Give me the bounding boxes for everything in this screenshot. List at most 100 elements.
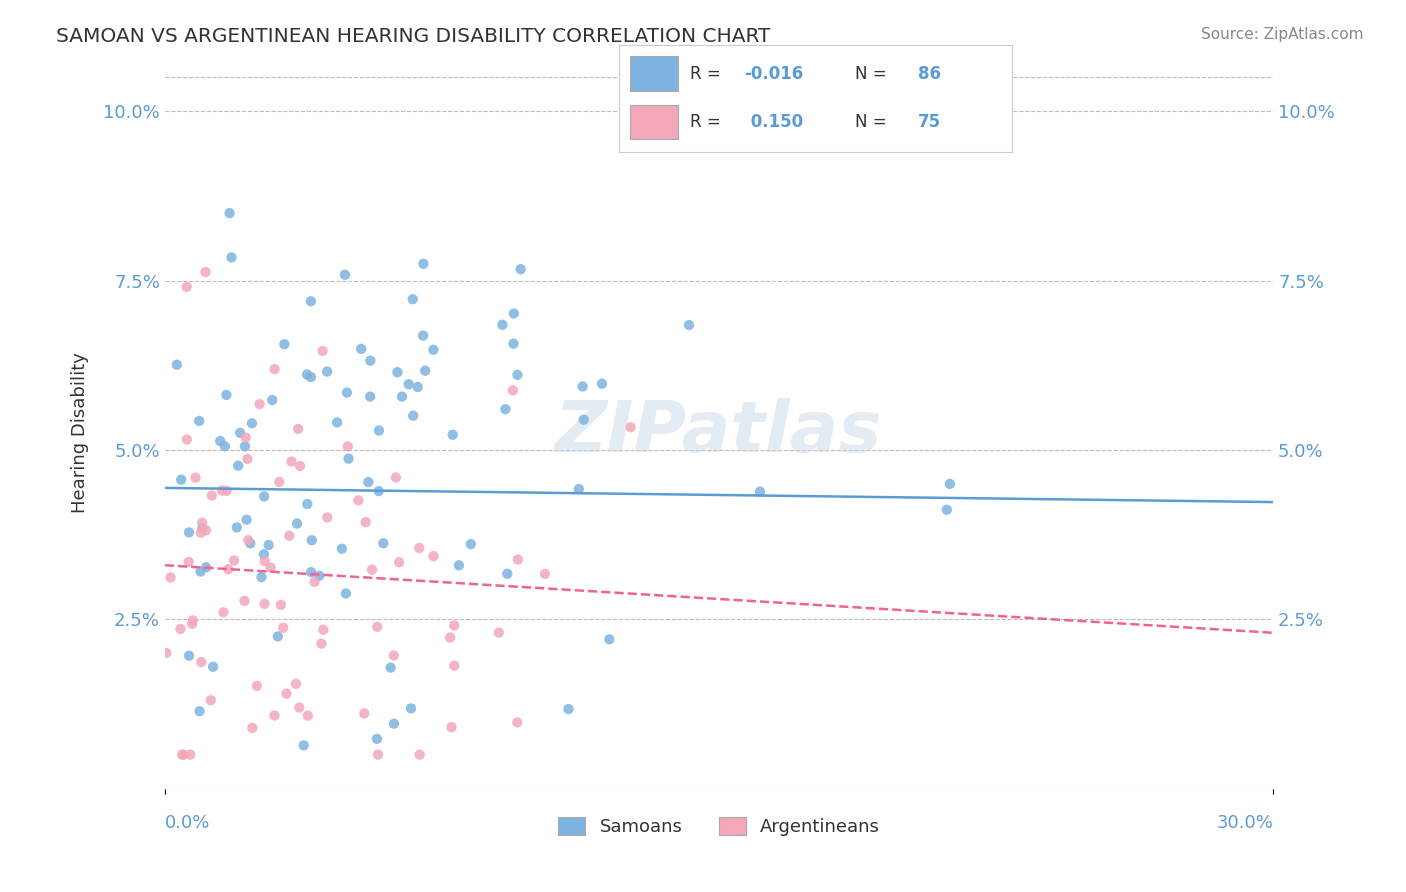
Point: [285, 516, 308, 531]
Legend: Samoans, Argentineans: Samoans, Argentineans: [551, 810, 887, 844]
Point: [297, 497, 319, 511]
Point: [311, 637, 333, 651]
Point: [218, 206, 240, 220]
Point: [299, 370, 322, 384]
Point: [284, 677, 307, 691]
Point: [357, 475, 380, 489]
Point: [506, 715, 529, 730]
Point: [939, 477, 962, 491]
Point: [557, 702, 579, 716]
FancyBboxPatch shape: [630, 104, 678, 139]
Point: [506, 552, 529, 566]
Point: [620, 420, 643, 434]
Point: [749, 484, 772, 499]
Point: [299, 294, 322, 309]
Text: 30.0%: 30.0%: [1216, 814, 1274, 831]
Point: [271, 621, 294, 635]
Point: [263, 362, 285, 376]
Text: -0.016: -0.016: [745, 64, 804, 82]
Point: [190, 655, 212, 669]
Point: [201, 488, 224, 502]
Point: [262, 393, 284, 408]
Point: [336, 439, 359, 453]
Point: [233, 594, 256, 608]
Point: [190, 565, 212, 579]
Point: [413, 364, 436, 378]
Point: [181, 616, 204, 631]
Point: [240, 417, 263, 431]
Text: R =: R =: [689, 64, 725, 82]
Point: [299, 565, 322, 579]
Point: [439, 631, 461, 645]
Point: [308, 568, 330, 582]
Point: [337, 451, 360, 466]
Point: [406, 380, 429, 394]
Point: [191, 521, 214, 535]
Point: [221, 251, 243, 265]
Point: [200, 693, 222, 707]
Point: [181, 614, 204, 628]
Point: [159, 570, 181, 584]
Point: [226, 458, 249, 473]
Point: [176, 433, 198, 447]
Text: 0.0%: 0.0%: [165, 814, 209, 831]
Point: [440, 720, 463, 734]
Point: [195, 560, 218, 574]
Point: [188, 414, 211, 428]
Text: SAMOAN VS ARGENTINEAN HEARING DISABILITY CORRELATION CHART: SAMOAN VS ARGENTINEAN HEARING DISABILITY…: [56, 27, 770, 45]
Point: [235, 513, 257, 527]
Point: [571, 379, 593, 393]
Point: [443, 618, 465, 632]
Point: [179, 747, 201, 762]
Point: [288, 700, 311, 714]
Point: [276, 687, 298, 701]
Point: [287, 422, 309, 436]
Point: [267, 629, 290, 643]
Text: 75: 75: [918, 112, 941, 130]
Point: [250, 570, 273, 584]
Point: [195, 524, 218, 538]
Point: [304, 574, 326, 589]
Point: [491, 318, 513, 332]
Point: [367, 747, 389, 762]
Point: [217, 562, 239, 576]
Point: [263, 708, 285, 723]
Point: [311, 343, 333, 358]
Point: [366, 731, 388, 746]
Point: [246, 679, 269, 693]
Point: [170, 473, 193, 487]
Point: [496, 566, 519, 581]
Point: [335, 586, 357, 600]
Text: R =: R =: [689, 112, 725, 130]
Point: [402, 292, 425, 306]
Point: [316, 365, 339, 379]
Point: [382, 716, 405, 731]
Point: [443, 658, 465, 673]
Point: [447, 558, 470, 573]
Text: N =: N =: [855, 64, 891, 82]
Text: 0.150: 0.150: [745, 112, 803, 130]
Point: [236, 452, 259, 467]
Point: [572, 413, 595, 427]
Point: [385, 470, 408, 484]
Point: [408, 541, 430, 555]
Point: [240, 721, 263, 735]
Point: [591, 376, 613, 391]
Point: [155, 646, 177, 660]
Point: [209, 434, 232, 448]
Point: [194, 265, 217, 279]
Point: [301, 533, 323, 548]
Point: [398, 377, 420, 392]
Point: [215, 483, 238, 498]
Point: [359, 390, 381, 404]
Text: N =: N =: [855, 112, 891, 130]
Point: [295, 368, 318, 382]
Point: [169, 622, 191, 636]
Point: [935, 502, 957, 516]
Point: [269, 475, 291, 489]
Point: [188, 704, 211, 718]
Point: [202, 660, 225, 674]
Point: [211, 483, 233, 498]
Point: [412, 328, 434, 343]
Point: [373, 536, 395, 550]
